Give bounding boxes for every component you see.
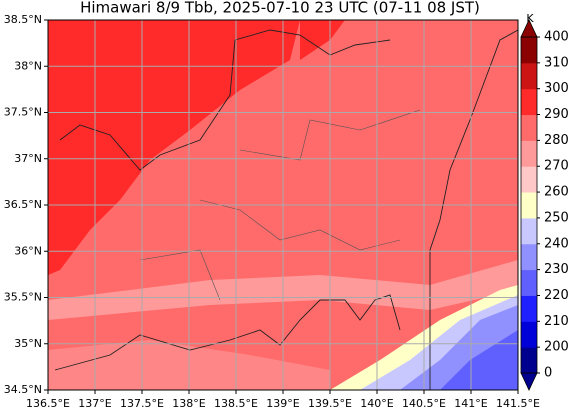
colorbar-tick-label: 300	[544, 81, 569, 96]
colorbar-tick-label: 270	[544, 159, 569, 174]
colorbar: 0 200 210 220 230 240 250 260 270 280 290 300 310 400	[520, 19, 569, 391]
colorbar-tick-label: 200	[544, 340, 569, 355]
colorbar-tick-label: 250	[544, 210, 569, 225]
lat-tick-label: 37.5°N	[4, 106, 42, 119]
lon-tick-label: 139.5°E	[308, 397, 352, 409]
cloud	[440, 330, 518, 390]
lon-tick-label: 138.5°E	[214, 397, 258, 409]
colorbar-swatch	[521, 347, 537, 374]
colorbar-tick-label: 260	[544, 185, 569, 200]
title: Himawari 8/9 Tbb, 2025-07-10 23 UTC (07-…	[80, 0, 480, 17]
colorbar-swatch	[521, 243, 537, 271]
colorbar-swatch	[521, 88, 537, 116]
lon-tick-label: 138°E	[172, 397, 205, 409]
colorbar-swatch	[521, 140, 537, 167]
colorbar-extend	[520, 372, 538, 391]
colorbar-swatch	[521, 62, 537, 90]
colorbar-tick-label: 210	[544, 314, 569, 329]
colorbar-swatch	[521, 321, 537, 348]
lon-tick-label: 139°E	[266, 397, 299, 409]
lat-tick-label: 38.5°N	[4, 13, 42, 26]
colorbar-swatch	[521, 217, 537, 245]
colorbar-swatch	[521, 269, 537, 296]
colorbar-tick-label: 400	[544, 30, 569, 45]
lat-tick-label: 35.5°N	[4, 291, 42, 304]
lat-tick-label: 36°N	[14, 244, 42, 257]
lon-tick-label: 137.5°E	[120, 397, 164, 409]
colorbar-tick-label: 0	[544, 366, 552, 381]
lat-tick-label: 35°N	[14, 337, 42, 350]
lon-tick-label: 140°E	[360, 397, 393, 409]
lat-tick-label: 34.5°N	[4, 383, 42, 396]
lon-tick-label: 141°E	[454, 397, 487, 409]
lat-tick-label: 38°N	[14, 59, 42, 72]
colorbar-swatch	[521, 37, 537, 64]
colorbar-swatch	[521, 295, 537, 322]
colorbar-tick-label: 290	[544, 107, 569, 122]
warm-zone	[300, 20, 345, 60]
lon-tick-label: 136.5°E	[26, 397, 70, 409]
colorbar-tick-label: 280	[544, 133, 569, 148]
lon-tick-label: 140.5°E	[402, 397, 446, 409]
colorbar-tick-label: 240	[544, 236, 569, 251]
colorbar-tick-label: 230	[544, 262, 569, 277]
borders	[139, 109, 421, 301]
colorbar-swatch	[521, 114, 537, 141]
warm-zone	[48, 20, 300, 275]
lon-tick-label: 141.5°E	[496, 397, 540, 409]
lat-tick-label: 37°N	[14, 152, 42, 165]
lon-tick-label: 137°E	[78, 397, 111, 409]
colorbar-tick-label: 220	[544, 288, 569, 303]
map	[48, 20, 518, 390]
colorbar-unit: K	[526, 12, 534, 25]
lat-tick-label: 36.5°N	[4, 198, 42, 211]
coastline	[54, 294, 401, 371]
colorbar-swatch	[521, 166, 537, 193]
colorbar-swatch	[521, 192, 537, 219]
graticule	[48, 20, 518, 390]
colorbar-frame	[520, 36, 538, 374]
colorbar-tick-label: 310	[544, 55, 569, 70]
